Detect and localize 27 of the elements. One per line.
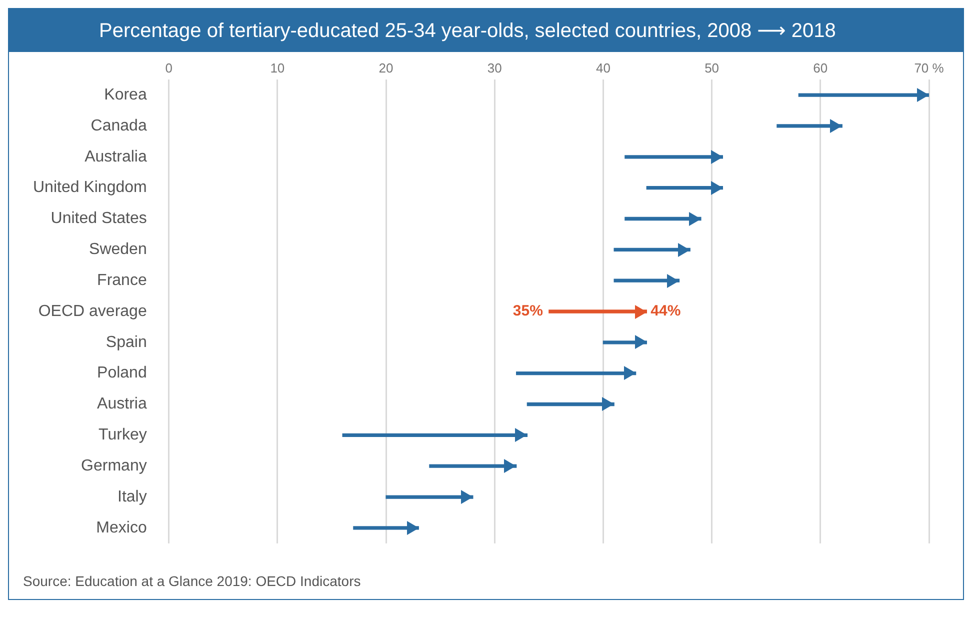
source-note: Source: Education at a Glance 2019: OECD Indicators <box>22 572 362 591</box>
y-tick-label: United Kingdom <box>33 179 147 196</box>
x-tick-label: 70 % <box>914 60 944 76</box>
x-tick-label: 60 <box>813 60 828 76</box>
annotation: 35% <box>512 302 543 320</box>
y-tick-label: Australia <box>84 148 147 166</box>
x-tick-label: 30 <box>487 60 502 76</box>
y-tick-label: Sweden <box>89 241 147 258</box>
y-tick-label: Italy <box>118 488 147 506</box>
chart-title: Percentage of tertiary-educated 25-34 year-olds, selected countries, 2008 ⟶ 2018 <box>9 9 963 52</box>
y-tick-label: Germany <box>81 458 147 475</box>
y-tick-label: Korea <box>104 86 147 104</box>
y-tick-label: Turkey <box>98 426 147 444</box>
y-tick-label: United States <box>50 210 147 228</box>
y-tick-label: France <box>97 272 147 289</box>
x-tick-label: 40 <box>596 60 610 76</box>
annotation: 44% <box>650 302 681 320</box>
x-tick-label: 50 <box>704 60 720 76</box>
x-tick-label: 0 <box>165 60 172 76</box>
y-tick-label: Austria <box>97 396 147 413</box>
x-tick-label: 10 <box>270 60 285 76</box>
y-tick-label: Canada <box>90 117 147 134</box>
y-tick-label: Poland <box>97 364 147 382</box>
y-tick-label: OECD average <box>38 302 147 320</box>
y-tick-label: Spain <box>106 334 147 351</box>
y-tick-label: Mexico <box>96 519 147 536</box>
x-tick-label: 20 <box>378 60 394 76</box>
